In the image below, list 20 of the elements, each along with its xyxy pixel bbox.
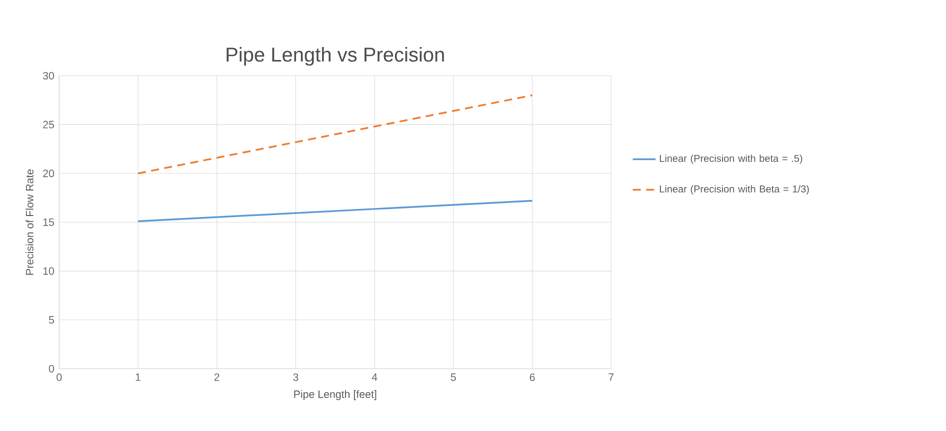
y-tick-label: 20 [43,170,54,178]
y-axis-title: Precision of Flow Rate [26,169,34,275]
y-tick-label: 25 [43,120,54,128]
legend-label: Linear (Precision with beta = .5) [660,154,802,164]
x-tick-label: 0 [56,373,62,381]
x-tick-label: 2 [214,373,220,381]
y-tick-label: 15 [43,218,54,226]
legend-label: Linear (Precision with Beta = 1/3) [660,185,809,194]
x-tick-label: 6 [530,373,535,381]
x-tick-label: 3 [293,373,298,381]
chart-title: Pipe Length vs Precision [226,47,444,66]
x-tick-label: 1 [136,373,140,381]
y-tick-label: 10 [43,267,54,275]
y-tick-label: 30 [42,72,54,80]
x-axis-title: Pipe Length [feet] [294,390,376,400]
y-tick-label: 5 [48,316,54,324]
x-tick-label: 5 [450,373,456,381]
x-tick-label: 4 [372,373,378,381]
x-tick-label: 7 [608,373,614,381]
y-tick-label: 0 [48,364,54,372]
